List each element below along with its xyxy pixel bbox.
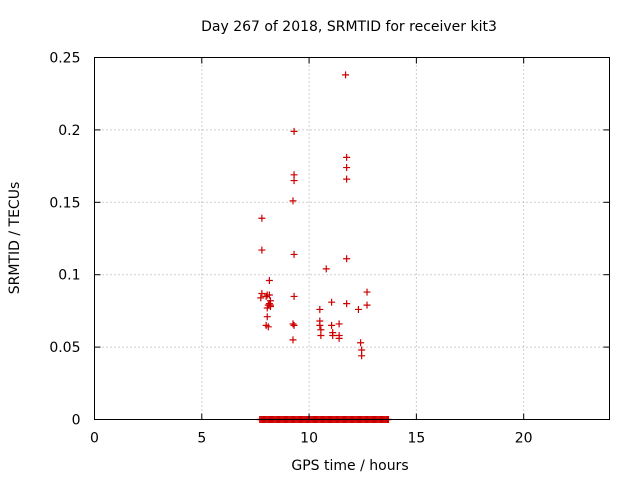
plot-frame xyxy=(94,57,610,420)
data-point xyxy=(329,332,337,340)
data-point xyxy=(265,291,273,299)
data-point xyxy=(263,313,271,321)
data-point xyxy=(363,288,371,296)
data-point xyxy=(335,320,343,328)
data-point xyxy=(357,339,365,347)
data-points xyxy=(256,71,392,423)
data-point xyxy=(358,352,366,360)
y-tick-label: 0 xyxy=(72,413,81,429)
x-tick-label: 15 xyxy=(407,431,425,447)
data-point xyxy=(290,292,298,300)
y-tick-label: 0.05 xyxy=(49,340,80,356)
data-point xyxy=(335,334,343,342)
data-point xyxy=(363,301,371,309)
data-point xyxy=(316,321,324,329)
x-tick-label: 5 xyxy=(197,431,206,447)
data-point xyxy=(317,332,325,340)
data-point xyxy=(328,298,336,306)
data-point xyxy=(316,305,324,313)
data-point xyxy=(322,265,330,273)
data-point xyxy=(343,175,351,183)
data-point xyxy=(258,246,266,254)
data-point xyxy=(265,276,273,284)
data-point xyxy=(343,164,351,172)
data-point xyxy=(289,197,297,205)
data-point xyxy=(290,250,298,258)
y-tick-label: 0.15 xyxy=(49,195,80,211)
data-point xyxy=(290,177,298,185)
data-point xyxy=(289,320,297,328)
data-point xyxy=(328,321,336,329)
chart-title: Day 267 of 2018, SRMTID for receiver kit… xyxy=(201,19,497,35)
data-point xyxy=(289,336,297,344)
data-point xyxy=(343,255,351,263)
y-tick-label: 0.25 xyxy=(49,51,80,67)
data-point xyxy=(290,127,298,135)
data-point xyxy=(257,294,265,302)
x-tick-label: 10 xyxy=(300,431,318,447)
data-point xyxy=(342,71,350,79)
axis-ticks: 0 5 10 15 20 0 0.05 0.1 0.15 0.2 0.25 xyxy=(49,51,610,447)
x-axis-label: GPS time / hours xyxy=(291,458,408,474)
data-point xyxy=(264,323,272,331)
x-tick-label: 0 xyxy=(90,431,99,447)
data-point xyxy=(266,303,274,311)
data-point xyxy=(354,305,362,313)
data-point xyxy=(290,321,298,329)
data-point xyxy=(343,153,351,161)
y-tick-label: 0.2 xyxy=(58,123,80,139)
data-point xyxy=(258,290,266,298)
data-point xyxy=(343,300,351,308)
data-point xyxy=(262,292,270,300)
grid xyxy=(94,57,610,420)
y-axis-label: SRMTID / TECUs xyxy=(7,182,23,295)
data-point xyxy=(258,214,266,222)
x-tick-label: 20 xyxy=(515,431,533,447)
y-tick-label: 0.1 xyxy=(58,268,80,284)
